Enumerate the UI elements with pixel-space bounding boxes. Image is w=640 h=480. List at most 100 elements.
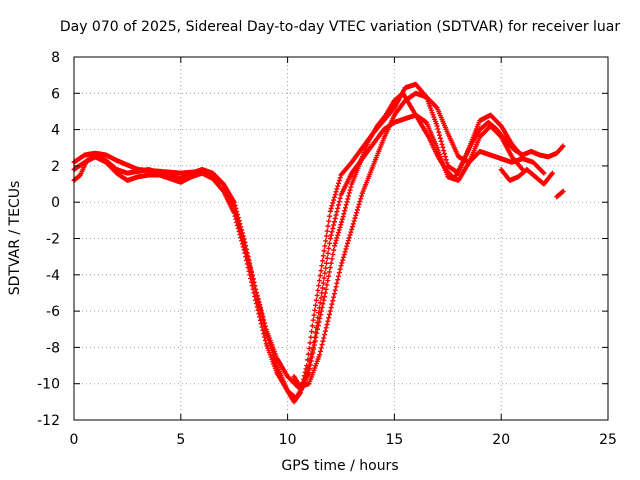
data-point bbox=[311, 312, 317, 318]
data-point bbox=[262, 334, 268, 340]
data-point bbox=[257, 305, 263, 311]
data-point bbox=[338, 222, 344, 228]
data-point bbox=[335, 205, 341, 211]
x-tick-label: 0 bbox=[70, 432, 79, 448]
data-point bbox=[318, 312, 324, 318]
data-point bbox=[357, 199, 363, 205]
data-point bbox=[260, 314, 266, 320]
data-point bbox=[234, 215, 240, 221]
data-point bbox=[242, 243, 248, 249]
data-point bbox=[320, 301, 326, 307]
data-point bbox=[311, 342, 317, 348]
data-point bbox=[433, 104, 439, 110]
data-point bbox=[335, 232, 341, 238]
data-point bbox=[559, 144, 565, 150]
data-point bbox=[336, 199, 342, 205]
data-point bbox=[329, 229, 335, 235]
data-point bbox=[331, 194, 337, 200]
data-point bbox=[310, 350, 316, 356]
data-point bbox=[318, 268, 324, 274]
data-point bbox=[327, 236, 333, 241]
data-point bbox=[316, 283, 322, 289]
x-tick-label: 20 bbox=[492, 432, 510, 448]
data-point bbox=[237, 224, 243, 230]
y-tick-label: 8 bbox=[51, 50, 60, 66]
data-point bbox=[332, 243, 338, 249]
data-point bbox=[327, 265, 333, 271]
data-point bbox=[319, 263, 325, 269]
data-point bbox=[354, 207, 360, 213]
y-tick-label: 4 bbox=[51, 123, 60, 139]
data-point bbox=[234, 212, 240, 218]
data-point bbox=[332, 287, 338, 293]
data-point bbox=[262, 323, 268, 329]
data-point bbox=[326, 269, 332, 275]
data-point bbox=[251, 280, 257, 286]
data-point bbox=[354, 210, 360, 216]
data-point bbox=[248, 270, 254, 276]
series-track-5 bbox=[498, 167, 555, 187]
data-point bbox=[327, 240, 333, 246]
data-point bbox=[442, 154, 448, 160]
data-point bbox=[355, 204, 361, 210]
data-point bbox=[335, 183, 341, 189]
data-point bbox=[314, 292, 320, 298]
data-point bbox=[328, 232, 334, 238]
data-point bbox=[317, 273, 323, 279]
data-point bbox=[348, 229, 354, 235]
data-point bbox=[352, 215, 358, 221]
data-point bbox=[329, 256, 335, 262]
data-point bbox=[248, 266, 254, 272]
data-point bbox=[323, 286, 329, 292]
data-point bbox=[311, 346, 317, 352]
data-point bbox=[560, 143, 566, 149]
data-point bbox=[321, 294, 327, 300]
data-point bbox=[320, 253, 326, 259]
y-tick-label: -10 bbox=[37, 377, 60, 393]
data-point bbox=[331, 247, 337, 253]
data-point bbox=[254, 292, 260, 298]
data-point bbox=[316, 319, 322, 325]
data-point bbox=[340, 254, 346, 260]
data-point bbox=[344, 243, 350, 249]
y-tick-label: 0 bbox=[51, 195, 60, 211]
data-point bbox=[336, 273, 342, 279]
data-point bbox=[326, 218, 332, 224]
data-point bbox=[437, 135, 443, 141]
x-tick-label: 25 bbox=[599, 432, 617, 448]
chart-title: Day 070 of 2025, Sidereal Day-to-day VTE… bbox=[60, 19, 621, 35]
data-point bbox=[336, 202, 342, 208]
data-point bbox=[326, 273, 332, 279]
data-point bbox=[313, 302, 319, 308]
data-point bbox=[252, 283, 258, 289]
data-point bbox=[323, 260, 329, 266]
data-point bbox=[250, 276, 256, 282]
data-point bbox=[327, 213, 333, 219]
data-point bbox=[351, 218, 357, 224]
x-tick-label: 15 bbox=[385, 432, 403, 448]
x-axis-label: GPS time / hours bbox=[281, 458, 398, 474]
data-point bbox=[540, 169, 546, 175]
data-point bbox=[245, 256, 251, 262]
data-point bbox=[349, 226, 355, 232]
data-point bbox=[243, 246, 249, 252]
data-point bbox=[309, 323, 315, 329]
data-point bbox=[312, 307, 318, 313]
data-point bbox=[239, 230, 245, 236]
data-point bbox=[323, 325, 329, 331]
y-tick-label: -6 bbox=[46, 304, 60, 320]
data-point bbox=[319, 342, 325, 348]
data-point bbox=[321, 248, 327, 254]
data-point bbox=[337, 175, 343, 181]
data-point bbox=[244, 249, 250, 255]
data-point bbox=[331, 219, 337, 225]
data-point bbox=[335, 230, 341, 236]
data-point bbox=[323, 233, 329, 239]
data-point bbox=[321, 335, 327, 341]
y-tick-label: 2 bbox=[51, 159, 60, 175]
data-point bbox=[339, 216, 345, 222]
data-point bbox=[341, 211, 347, 217]
data-point bbox=[331, 222, 337, 228]
data-point bbox=[324, 322, 330, 328]
data-point bbox=[336, 178, 342, 184]
